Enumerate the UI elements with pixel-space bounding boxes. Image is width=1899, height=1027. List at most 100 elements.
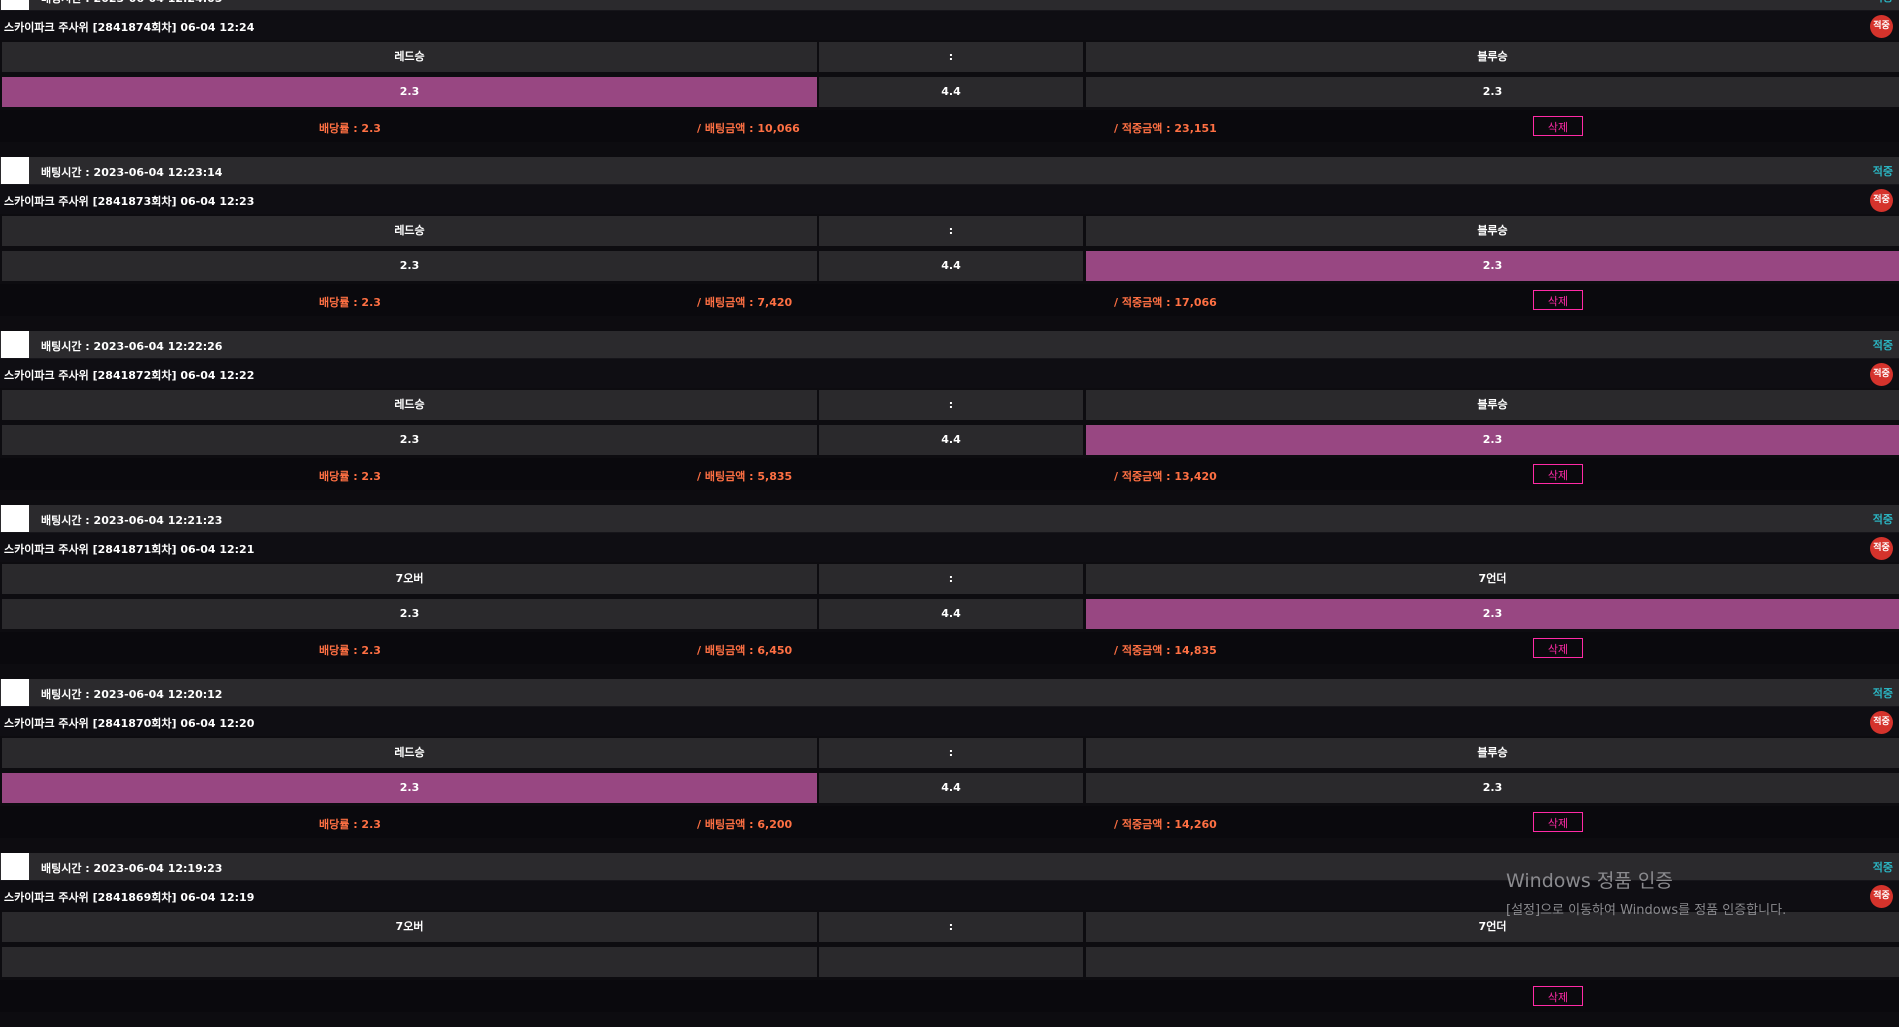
option-mid-separator: : bbox=[819, 564, 1083, 594]
option-mid-separator: : bbox=[819, 738, 1083, 768]
odds-rate: 배당률 : 2.3 bbox=[319, 818, 381, 831]
odds-rate: 배당률 : 2.3 bbox=[319, 296, 381, 309]
bet-info-row: 배당률 : 2.3 / 배팅금액 : 6,450 / 적중금액 : 14,835… bbox=[0, 632, 1899, 664]
bet-amount: / 배팅금액 : 7,420 bbox=[697, 296, 793, 309]
bet-amount: / 배팅금액 : 6,450 bbox=[697, 644, 793, 657]
watermark-title: Windows 정품 인증 bbox=[1506, 870, 1673, 892]
bet-time: 배팅시간 : 2023-06-04 12:21:23 bbox=[41, 514, 223, 527]
bet-card: 배팅시간 : 2023-06-04 12:24:05 적중 스카이파크 주사위 … bbox=[0, 0, 1899, 157]
bet-time: 배팅시간 : 2023-06-04 12:20:12 bbox=[41, 688, 223, 701]
game-row: 스카이파크 주사위 [2841872회차] 06-04 12:22 적중 bbox=[0, 359, 1899, 388]
game-row: 스카이파크 주사위 [2841871회차] 06-04 12:21 적중 bbox=[0, 533, 1899, 562]
select-checkbox[interactable] bbox=[1, 157, 29, 184]
result-status: 적중 bbox=[1872, 165, 1893, 178]
select-checkbox[interactable] bbox=[1, 331, 29, 358]
game-title: 스카이파크 주사위 [2841874회차] 06-04 12:24 bbox=[4, 21, 255, 34]
option-mid-separator: : bbox=[819, 216, 1083, 246]
odds-right-cell: 2.3 bbox=[1086, 773, 1899, 803]
odds-left-cell: 2.3 bbox=[2, 773, 817, 803]
bet-card: 배팅시간 : 2023-06-04 12:22:26 적중 스카이파크 주사위 … bbox=[0, 331, 1899, 505]
delete-button[interactable]: 삭제 bbox=[1533, 464, 1583, 484]
odds-left-cell: 2.3 bbox=[2, 599, 817, 629]
result-status: 적중 bbox=[1872, 687, 1893, 700]
result-status: 적중 bbox=[1872, 339, 1893, 352]
result-status: 적중 bbox=[1873, 0, 1893, 5]
win-badge: 적중 bbox=[1870, 711, 1893, 734]
option-right-label: 블루승 bbox=[1086, 216, 1899, 246]
odds-mid-cell: 4.4 bbox=[819, 773, 1083, 803]
bet-card: 배팅시간 : 2023-06-04 12:20:12 적중 스카이파크 주사위 … bbox=[0, 679, 1899, 853]
bet-time: 배팅시간 : 2023-06-04 12:23:14 bbox=[41, 166, 223, 179]
bet-info-row: 배당률 : 2.3 / 배팅금액 : 6,200 / 적중금액 : 14,260… bbox=[0, 806, 1899, 838]
bet-info-row: 배당률 : 2.3 / 배팅금액 : 7,420 / 적중금액 : 17,066… bbox=[0, 284, 1899, 316]
win-badge: 적중 bbox=[1870, 15, 1893, 38]
bet-info-row: 배당률 : 2.3 / 배팅금액 : 10,066 / 적중금액 : 23,15… bbox=[0, 110, 1899, 142]
game-title: 스카이파크 주사위 [2841871회차] 06-04 12:21 bbox=[4, 543, 255, 556]
option-mid-separator: : bbox=[819, 390, 1083, 420]
game-row: 스카이파크 주사위 [2841870회차] 06-04 12:20 적중 bbox=[0, 707, 1899, 736]
delete-button[interactable]: 삭제 bbox=[1533, 986, 1583, 1006]
odds-left-cell bbox=[2, 947, 817, 977]
win-badge: 적중 bbox=[1870, 189, 1893, 212]
result-status: 적중 bbox=[1872, 861, 1893, 874]
bet-time-row: 배팅시간 : 2023-06-04 12:20:12 적중 bbox=[0, 679, 1899, 707]
bet-time-row: 배팅시간 : 2023-06-04 12:23:14 적중 bbox=[0, 157, 1899, 185]
odds-right-cell: 2.3 bbox=[1086, 425, 1899, 455]
select-checkbox[interactable] bbox=[1, 679, 29, 706]
odds-mid-cell: 4.4 bbox=[819, 251, 1083, 281]
game-title: 스카이파크 주사위 [2841873회차] 06-04 12:23 bbox=[4, 195, 255, 208]
odds-mid-cell: 4.4 bbox=[819, 425, 1083, 455]
win-badge: 적중 bbox=[1870, 885, 1893, 908]
watermark-subtitle: [설정]으로 이동하여 Windows를 정품 인증합니다. bbox=[1506, 903, 1787, 918]
bet-card: 배팅시간 : 2023-06-04 12:21:23 적중 스카이파크 주사위 … bbox=[0, 505, 1899, 679]
odds-left-cell: 2.3 bbox=[2, 425, 817, 455]
odds-mid-cell: 4.4 bbox=[819, 77, 1083, 107]
odds-left-cell: 2.3 bbox=[2, 251, 817, 281]
odds-right-cell: 2.3 bbox=[1086, 77, 1899, 107]
game-title: 스카이파크 주사위 [2841869회차] 06-04 12:19 bbox=[4, 891, 255, 904]
bet-amount: / 배팅금액 : 6,200 bbox=[697, 818, 793, 831]
odds-mid-cell bbox=[819, 947, 1083, 977]
win-amount: / 적중금액 : 14,260 bbox=[1114, 818, 1217, 831]
delete-button[interactable]: 삭제 bbox=[1533, 638, 1583, 658]
option-left-label: 레드승 bbox=[2, 216, 817, 246]
bet-time-row: 배팅시간 : 2023-06-04 12:24:05 적중 bbox=[0, 0, 1899, 11]
option-right-label: 블루승 bbox=[1086, 738, 1899, 768]
delete-button[interactable]: 삭제 bbox=[1533, 290, 1583, 310]
option-left-label: 레드승 bbox=[2, 738, 817, 768]
bet-card: 배팅시간 : 2023-06-04 12:23:14 적중 스카이파크 주사위 … bbox=[0, 157, 1899, 331]
odds-rate: 배당률 : 2.3 bbox=[319, 644, 381, 657]
select-checkbox[interactable] bbox=[1, 505, 29, 532]
delete-button[interactable]: 삭제 bbox=[1533, 116, 1583, 136]
select-checkbox[interactable] bbox=[1, 853, 29, 880]
win-badge: 적중 bbox=[1870, 537, 1893, 560]
option-mid-separator: : bbox=[819, 42, 1083, 72]
option-left-label: 레드승 bbox=[2, 390, 817, 420]
bet-time: 배팅시간 : 2023-06-04 12:19:23 bbox=[41, 862, 223, 875]
option-right-label: 블루승 bbox=[1086, 42, 1899, 72]
game-title: 스카이파크 주사위 [2841870회차] 06-04 12:20 bbox=[4, 717, 255, 730]
delete-button[interactable]: 삭제 bbox=[1533, 812, 1583, 832]
odds-left-cell: 2.3 bbox=[2, 77, 817, 107]
windows-activation-watermark: Windows 정품 인증 [설정]으로 이동하여 Windows를 정품 인증… bbox=[1506, 866, 1786, 918]
win-amount: / 적중금액 : 17,066 bbox=[1114, 296, 1217, 309]
option-right-label: 7언더 bbox=[1086, 564, 1899, 594]
win-amount: / 적중금액 : 23,151 bbox=[1114, 122, 1217, 135]
game-row: 스카이파크 주사위 [2841873회차] 06-04 12:23 적중 bbox=[0, 185, 1899, 214]
select-checkbox[interactable] bbox=[1, 0, 29, 10]
option-left-label: 7오버 bbox=[2, 912, 817, 942]
odds-mid-cell: 4.4 bbox=[819, 599, 1083, 629]
odds-right-cell: 2.3 bbox=[1086, 251, 1899, 281]
option-left-label: 7오버 bbox=[2, 564, 817, 594]
bet-time: 배팅시간 : 2023-06-04 12:24:05 bbox=[41, 0, 222, 6]
bet-time-row: 배팅시간 : 2023-06-04 12:21:23 적중 bbox=[0, 505, 1899, 533]
win-amount: / 적중금액 : 14,835 bbox=[1114, 644, 1217, 657]
odds-right-cell bbox=[1086, 947, 1899, 977]
odds-right-cell: 2.3 bbox=[1086, 599, 1899, 629]
odds-rate: 배당률 : 2.3 bbox=[319, 470, 381, 483]
odds-rate: 배당률 : 2.3 bbox=[319, 122, 381, 135]
game-row: 스카이파크 주사위 [2841869회차] 06-04 12:19 적중 bbox=[0, 881, 1899, 910]
win-badge: 적중 bbox=[1870, 363, 1893, 386]
option-mid-separator: : bbox=[819, 912, 1083, 942]
